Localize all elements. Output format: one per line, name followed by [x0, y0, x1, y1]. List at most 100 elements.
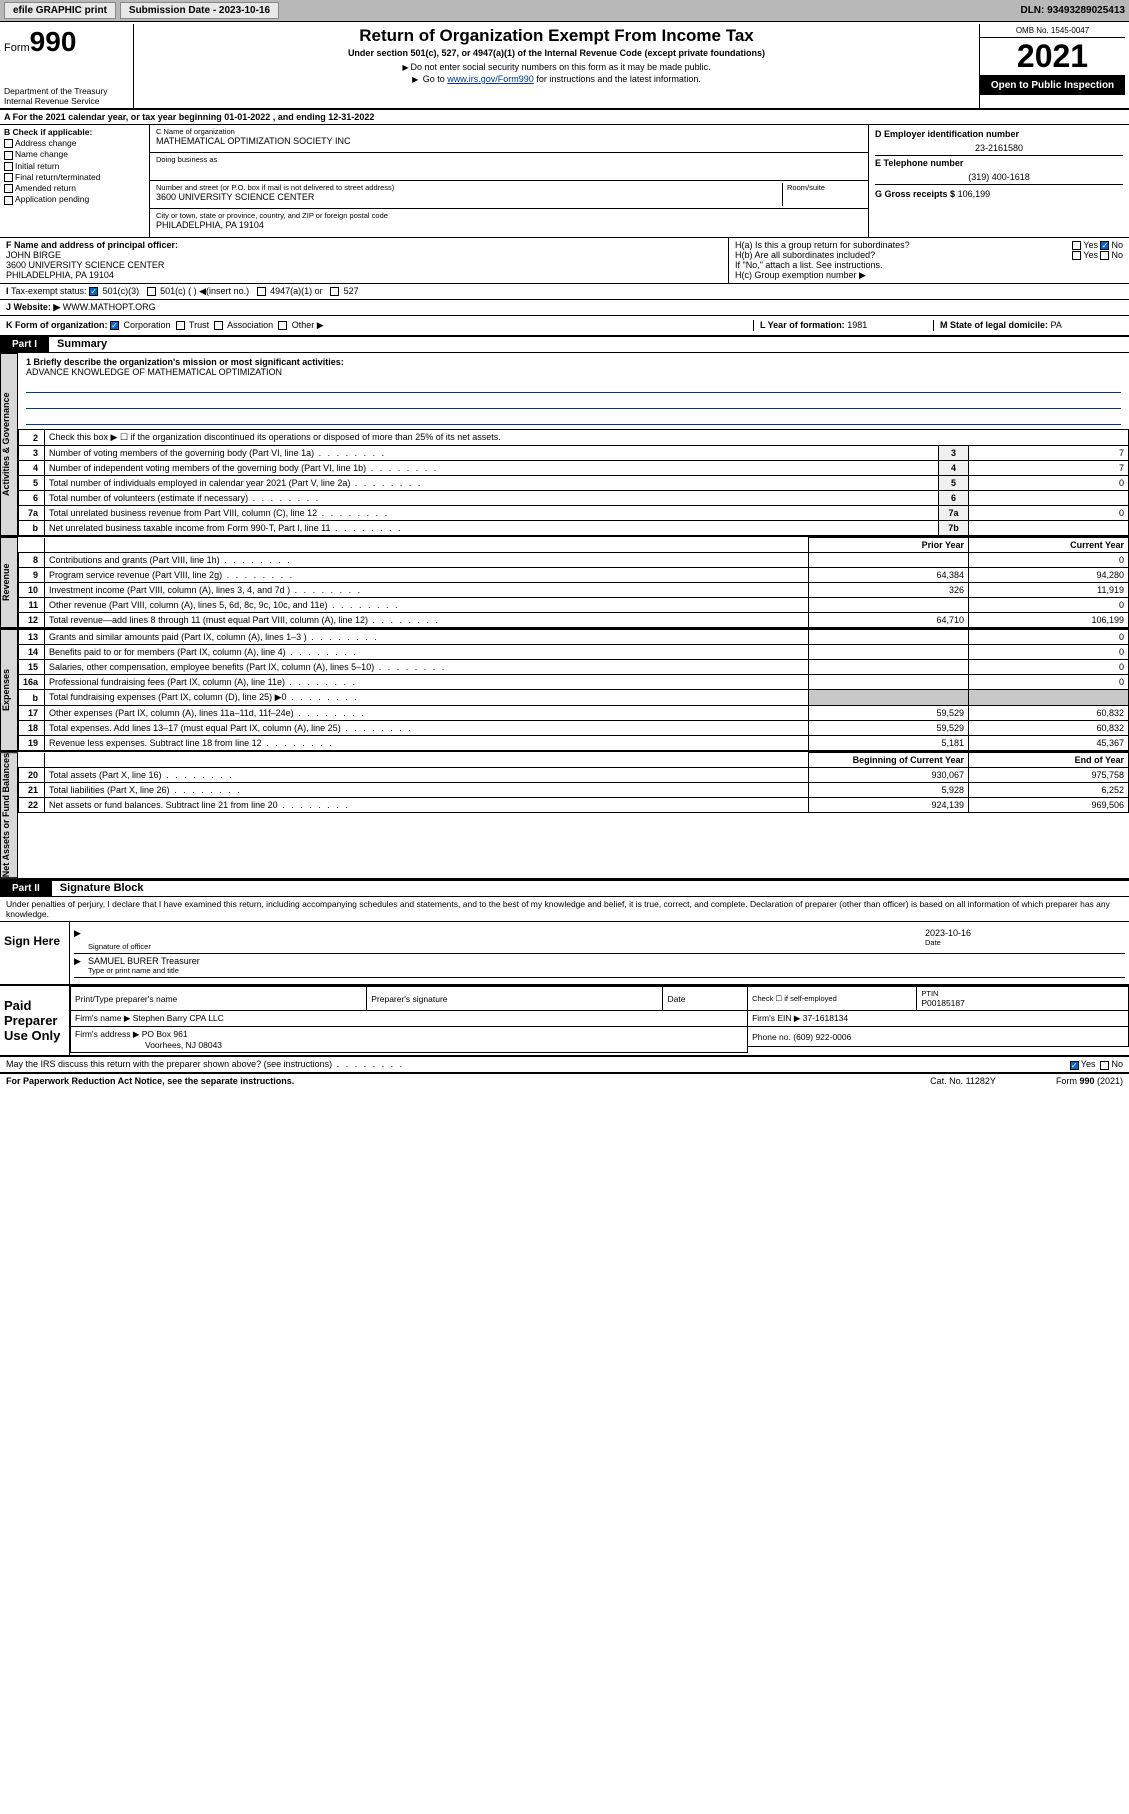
netassets-block: Net Assets or Fund Balances Beginning of… — [0, 752, 1129, 879]
city-value: PHILADELPHIA, PA 19104 — [156, 220, 862, 230]
chk-assoc[interactable] — [214, 321, 223, 330]
chk-corp[interactable] — [110, 321, 119, 330]
officer-label: F Name and address of principal officer: — [6, 240, 722, 250]
discuss-no[interactable] — [1100, 1061, 1109, 1070]
table-row: 13Grants and similar amounts paid (Part … — [19, 630, 1129, 645]
table-row: 5Total number of individuals employed in… — [19, 476, 1129, 491]
website-link[interactable]: WWW.MATHOPT.ORG — [63, 302, 156, 312]
topbar: efile GRAPHIC print Submission Date - 20… — [0, 0, 1129, 22]
section-fh: F Name and address of principal officer:… — [0, 238, 1129, 284]
table-row: 11Other revenue (Part VIII, column (A), … — [19, 598, 1129, 613]
chk-final-return[interactable]: Final return/terminated — [4, 172, 145, 182]
sign-here-block: Sign Here Signature of officer 2023-10-1… — [0, 922, 1129, 986]
mission-label: 1 Briefly describe the organization's mi… — [26, 357, 1121, 367]
year-formation: 1981 — [847, 320, 867, 330]
table-row: 19Revenue less expenses. Subtract line 1… — [19, 736, 1129, 751]
chk-other[interactable] — [278, 321, 287, 330]
officer-addr1: 3600 UNIVERSITY SCIENCE CENTER — [6, 260, 722, 270]
chk-501c3[interactable] — [89, 287, 98, 296]
dln: DLN: 93493289025413 — [1020, 5, 1125, 16]
sign-here-label: Sign Here — [0, 922, 70, 984]
sign-date: 2023-10-16 — [925, 928, 1125, 938]
pra-notice: For Paperwork Reduction Act Notice, see … — [6, 1076, 294, 1086]
form-label: Form990 — [4, 26, 129, 58]
form-subtitle: Under section 501(c), 527, or 4947(a)(1)… — [142, 48, 971, 58]
prep-name-hdr: Print/Type preparer's name — [71, 987, 367, 1011]
box-b-header: B Check if applicable: — [4, 127, 145, 137]
paid-preparer-label: Paid Preparer Use Only — [0, 986, 70, 1055]
ha-no[interactable] — [1100, 241, 1109, 250]
table-row: 9Program service revenue (Part VIII, lin… — [19, 568, 1129, 583]
expenses-block: Expenses 13Grants and similar amounts pa… — [0, 629, 1129, 752]
gross-receipts-label: G Gross receipts $ — [875, 189, 955, 199]
chk-4947[interactable] — [257, 287, 266, 296]
ha-yes[interactable] — [1072, 241, 1081, 250]
firm-addr1: PO Box 961 — [142, 1029, 188, 1039]
row-a-period: A For the 2021 calendar year, or tax yea… — [0, 110, 1129, 125]
part2-header: Part IISignature Block — [0, 879, 1129, 897]
goto-note: Go to www.irs.gov/Form990 for instructio… — [142, 74, 971, 84]
chk-address-change[interactable]: Address change — [4, 138, 145, 148]
row-i: I Tax-exempt status: 501(c)(3) 501(c) ( … — [0, 284, 1129, 300]
section-bcdeg: B Check if applicable: Address change Na… — [0, 125, 1129, 238]
addr-label: Number and street (or P.O. box if mail i… — [156, 183, 782, 192]
chk-527[interactable] — [330, 287, 339, 296]
footer: For Paperwork Reduction Act Notice, see … — [0, 1073, 1129, 1088]
phone-value: (319) 400-1618 — [875, 172, 1123, 182]
vlabel-net: Net Assets or Fund Balances — [0, 752, 18, 878]
chk-trust[interactable] — [176, 321, 185, 330]
self-employed[interactable]: Check ☐ if self-employed — [748, 987, 917, 1011]
ha-label: H(a) Is this a group return for subordin… — [735, 240, 1072, 250]
room-label: Room/suite — [787, 183, 862, 192]
submission-date: Submission Date - 2023-10-16 — [120, 2, 279, 19]
addr-value: 3600 UNIVERSITY SCIENCE CENTER — [156, 192, 782, 202]
declaration: Under penalties of perjury, I declare th… — [0, 897, 1129, 922]
city-label: City or town, state or province, country… — [156, 211, 862, 220]
form-title: Return of Organization Exempt From Incom… — [142, 26, 971, 46]
firm-ein: 37-1618134 — [803, 1013, 848, 1023]
efile-button[interactable]: efile GRAPHIC print — [4, 2, 116, 19]
omb-number: OMB No. 1545-0047 — [980, 24, 1125, 38]
table-row: 12Total revenue—add lines 8 through 11 (… — [19, 613, 1129, 628]
signer-name: SAMUEL BURER Treasurer — [88, 956, 1125, 966]
hb-yes[interactable] — [1072, 251, 1081, 260]
mission-text: ADVANCE KNOWLEDGE OF MATHEMATICAL OPTIMI… — [26, 367, 1121, 377]
chk-initial-return[interactable]: Initial return — [4, 161, 145, 171]
table-row: 2Check this box ▶ ☐ if the organization … — [19, 430, 1129, 446]
vlabel-governance: Activities & Governance — [0, 353, 18, 536]
table-row: bTotal fundraising expenses (Part IX, co… — [19, 690, 1129, 706]
officer-addr2: PHILADELPHIA, PA 19104 — [6, 270, 722, 280]
governance-block: Activities & Governance 1 Briefly descri… — [0, 353, 1129, 537]
name-title-label: Type or print name and title — [88, 966, 1125, 975]
ssn-note: Do not enter social security numbers on … — [142, 62, 971, 72]
chk-501c[interactable] — [147, 287, 156, 296]
chk-application-pending[interactable]: Application pending — [4, 194, 145, 204]
open-inspection: Open to Public Inspection — [980, 76, 1125, 95]
firm-name: Stephen Barry CPA LLC — [133, 1013, 224, 1023]
form990-link[interactable]: www.irs.gov/Form990 — [447, 74, 534, 84]
dept-treasury: Department of the Treasury — [4, 86, 129, 96]
org-name-label: C Name of organization — [156, 127, 862, 136]
firm-phone: (609) 922-0006 — [793, 1032, 851, 1042]
table-row: 20Total assets (Part X, line 16)930,0679… — [19, 768, 1129, 783]
officer-name: JOHN BIRGE — [6, 250, 722, 260]
dba-label: Doing business as — [156, 155, 862, 164]
chk-amended-return[interactable]: Amended return — [4, 183, 145, 193]
table-row: 21Total liabilities (Part X, line 26)5,9… — [19, 783, 1129, 798]
ein-value: 23-2161580 — [875, 143, 1123, 153]
table-row: 17Other expenses (Part IX, column (A), l… — [19, 706, 1129, 721]
hb-no[interactable] — [1100, 251, 1109, 260]
row-j: J Website: ▶ WWW.MATHOPT.ORG — [0, 300, 1129, 316]
paid-preparer-block: Paid Preparer Use Only Print/Type prepar… — [0, 986, 1129, 1057]
table-row: 8Contributions and grants (Part VIII, li… — [19, 553, 1129, 568]
discuss-row: May the IRS discuss this return with the… — [0, 1057, 1129, 1072]
discuss-yes[interactable] — [1070, 1061, 1079, 1070]
irs-label: Internal Revenue Service — [4, 96, 129, 106]
table-row: 10Investment income (Part VIII, column (… — [19, 583, 1129, 598]
state-domicile: PA — [1051, 320, 1062, 330]
ein-label: D Employer identification number — [875, 129, 1123, 139]
ptin-value: P00185187 — [921, 998, 1124, 1008]
table-row: 22Net assets or fund balances. Subtract … — [19, 798, 1129, 813]
prep-sig-hdr: Preparer's signature — [367, 987, 663, 1011]
chk-name-change[interactable]: Name change — [4, 149, 145, 159]
